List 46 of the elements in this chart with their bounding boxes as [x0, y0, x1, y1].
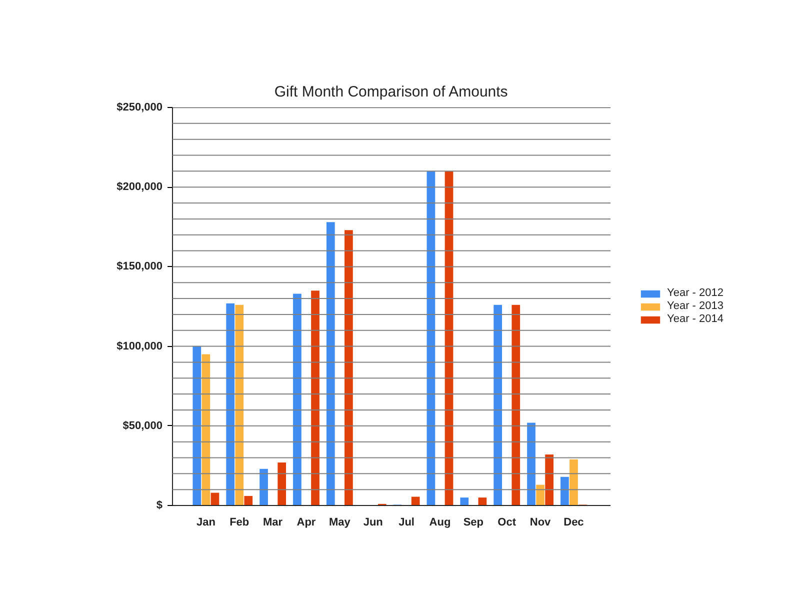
bar: [426, 171, 436, 506]
bar: [570, 459, 578, 506]
x-tick-label: Feb: [230, 516, 250, 528]
y-tick-label: $100,000: [116, 340, 163, 352]
bar: [192, 346, 202, 506]
bar: [344, 230, 353, 506]
x-tick-label: Oct: [498, 516, 516, 528]
bar: [202, 354, 210, 506]
bar: [244, 496, 253, 506]
chart-title: Gift Month Comparison of Amounts: [274, 84, 508, 100]
bar: [545, 454, 554, 506]
x-tick-label: Nov: [530, 516, 552, 528]
bar: [226, 303, 235, 506]
bar: [411, 496, 420, 506]
bar: [326, 222, 335, 506]
y-tick-label: $200,000: [116, 181, 163, 194]
bar: [460, 498, 469, 506]
bar: [478, 498, 487, 506]
bar: [311, 290, 320, 506]
bar: [536, 484, 544, 506]
bar: [527, 422, 536, 506]
x-tick-label: Apr: [296, 516, 316, 528]
bar: [293, 294, 302, 506]
y-tick-label: $150,000: [116, 260, 163, 273]
bar: [560, 476, 569, 506]
bar: [444, 171, 454, 506]
x-tick-label: Jul: [398, 516, 415, 528]
y-tick-label: $50,000: [122, 420, 163, 432]
bar: [512, 304, 520, 506]
x-tick-label: Sep: [463, 516, 484, 528]
bar: [235, 304, 244, 506]
x-tick-label: May: [328, 516, 352, 528]
x-tick-label: Dec: [564, 516, 584, 528]
bar: [260, 468, 268, 506]
x-tick-label: Jun: [363, 516, 384, 528]
x-tick-label: Jan: [196, 516, 216, 528]
legend-label: Year - 2013: [667, 300, 724, 312]
legend-label: Year - 2014: [667, 313, 724, 325]
bar: [494, 304, 502, 506]
y-tick-label: $250,000: [116, 102, 163, 114]
y-tick-label: $: [156, 500, 163, 512]
legend-label: Year - 2012: [667, 287, 724, 299]
x-tick-label: Mar: [263, 516, 284, 528]
x-tick-label: Aug: [429, 516, 451, 528]
bar: [278, 462, 286, 506]
bar: [210, 492, 220, 506]
